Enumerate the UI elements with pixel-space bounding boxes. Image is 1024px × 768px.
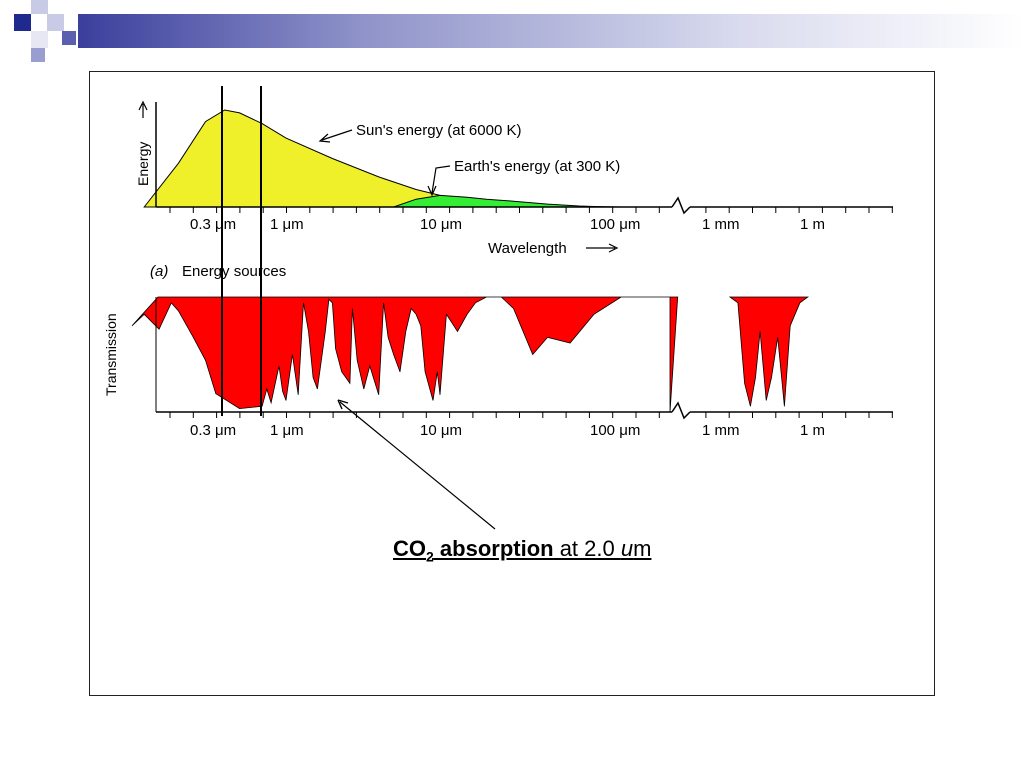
energy-tick-label: 0.3 μm [190,216,236,233]
energy-tick-label: 10 μm [420,216,462,233]
co2-callout-line [339,401,496,530]
caption-subscript: 2 [426,548,434,565]
caption-formula: CO [393,536,426,561]
energy-tick-label: 1 m [800,216,825,233]
caption-unit-tail: m [633,536,652,561]
corner-square-mid [62,31,76,45]
caption-unit-italic: u [620,536,634,561]
transmission-series-main [131,296,679,413]
trans-tick-label: 0.3 μm [190,422,236,439]
caption-bold-word: absorption [433,536,554,561]
corner-square-pale [31,31,48,48]
energy-tick-label: 1 μm [270,216,304,233]
energy-y-label: Energy [135,142,151,186]
panel-title: Energy sources [182,263,286,280]
energy-panel: Energy 0.3 μm 1 μm 10 μm 100 μm 1 mm 1 m Wavele… [135,100,893,280]
trans-tick-label: 1 mm [702,422,740,439]
trans-tick-label: 100 μm [590,422,640,439]
energy-x-arrow [586,243,619,253]
earth-annotation: Earth's energy (at 300 K) [454,158,620,175]
figure-frame: Energy 0.3 μm 1 μm 10 μm 100 μm 1 mm 1 m Wavele… [89,71,935,696]
energy-axis-break [671,196,691,215]
sun-annotation-arrow [318,129,353,143]
energy-tick-label: 1 mm [702,216,740,233]
trans-y-label: Transmission [103,313,119,396]
energy-tick-label: 100 μm [590,216,640,233]
spectrum-figure: Energy 0.3 μm 1 μm 10 μm 100 μm 1 mm 1 m Wavele… [103,86,893,530]
co2-caption: CO2 absorption at 2.0 um [393,536,651,564]
corner-square-navy [14,14,31,31]
energy-y-arrow [138,100,148,118]
sun-annotation: Sun's energy (at 6000 K) [356,122,521,139]
energy-series-earth [393,194,622,208]
trans-tick-label: 1 m [800,422,825,439]
panel-label: (a) [150,263,168,280]
caption-rest: at 2.0 [553,536,621,561]
corner-square-blue [31,0,48,14]
trans-tick-label: 1 μm [270,422,304,439]
header-gradient-bar [78,14,1024,48]
transmission-series-radio [728,296,810,407]
corner-square-lavender [47,14,64,31]
trans-tick-label: 10 μm [420,422,462,439]
transmission-panel: Transmission 0.3 μm 1 μm 10 μm 100 μm 1 mm 1 m [103,86,893,530]
earth-annotation-arrow [427,165,451,197]
trans-axis-break [671,401,691,420]
energy-x-label: Wavelength [488,240,567,257]
corner-square-small [31,48,45,62]
co2-callout-arrowhead [337,399,349,410]
